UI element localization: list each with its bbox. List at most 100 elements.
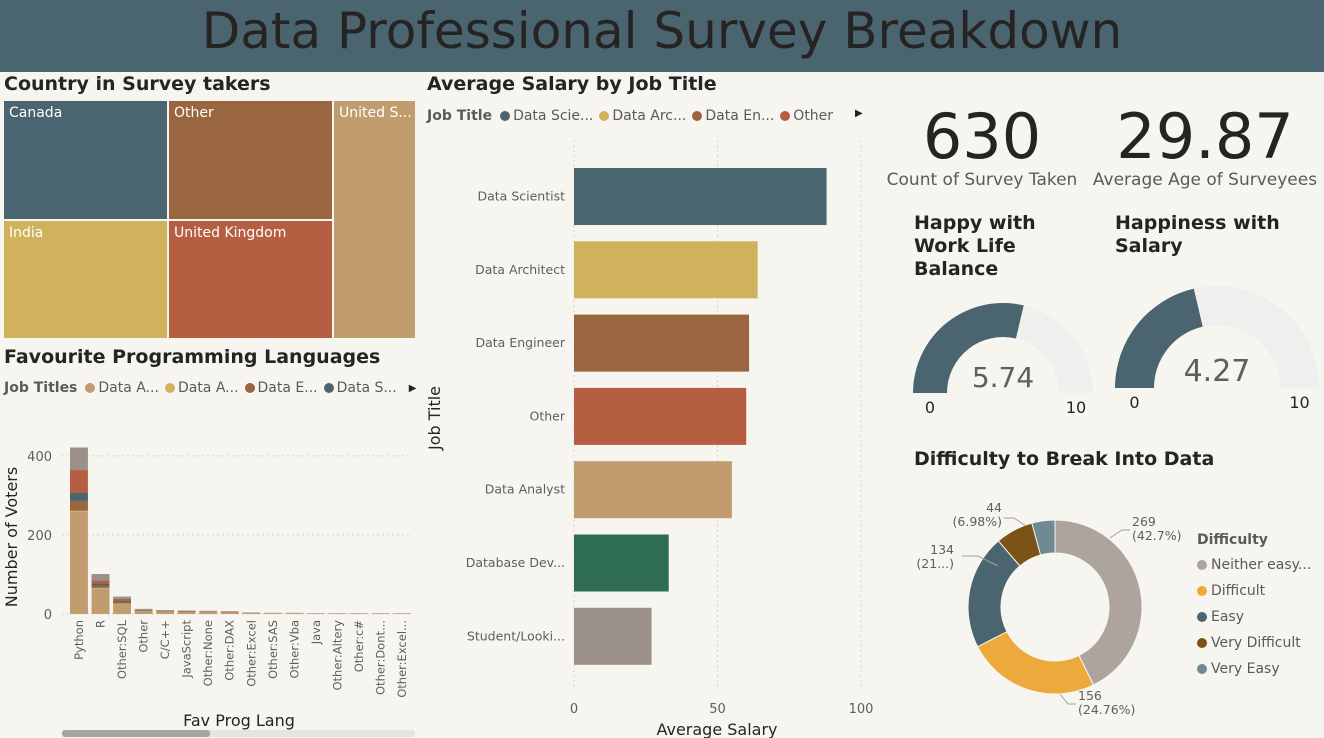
bar[interactable] (574, 387, 747, 445)
salary-gauge[interactable]: 4.27 0 10 (1105, 275, 1324, 420)
bar-segment[interactable] (70, 492, 88, 501)
bar-segment[interactable] (91, 583, 110, 586)
bar-segment[interactable] (113, 596, 132, 599)
legend-item[interactable]: Data S... (323, 380, 397, 396)
bar-segment[interactable] (70, 500, 88, 511)
donut-slice[interactable] (976, 630, 1095, 695)
legend-label: Data En... (705, 108, 775, 124)
y-tick-label: Data Analyst (485, 482, 565, 497)
country-treemap[interactable]: Canada Other United S... India United Ki… (3, 100, 416, 339)
x-axis-title: Fav Prog Lang (183, 711, 295, 730)
bar-segment[interactable] (242, 613, 261, 614)
treemap-cell-other[interactable]: Other (168, 100, 333, 220)
x-tick-label: Other:Dont... (373, 620, 387, 695)
bar-segment[interactable] (134, 608, 153, 610)
legend-title: Job Titles (4, 380, 78, 396)
legend-next-arrow-icon[interactable]: ▶ (855, 108, 863, 119)
y-tick-label: Database Dev... (466, 555, 565, 570)
scrollbar-thumb[interactable] (62, 730, 210, 737)
x-tick-label: Other:Vba (287, 620, 301, 679)
bar-segment[interactable] (113, 604, 132, 614)
x-tick-label: Other:Altery (330, 620, 344, 691)
worklife-gauge[interactable]: 5.74 0 10 (905, 295, 1105, 425)
bar-segment[interactable] (220, 612, 239, 614)
bar-segment[interactable] (156, 611, 175, 614)
y-tick-label: Student/Looki... (467, 628, 565, 643)
bar[interactable] (574, 314, 750, 372)
legend-label: Data S... (336, 380, 397, 396)
bar[interactable] (574, 534, 669, 592)
treemap-cell-united-kingdom[interactable]: United Kingdom (168, 220, 333, 339)
difficulty-donut-chart[interactable]: 269(42.7%) 156(24.76%) 134(21...) 44(6.98%) (900, 490, 1190, 730)
donut-data-label: (24.76%) (1078, 702, 1135, 717)
treemap-cell-canada[interactable]: Canada (3, 100, 168, 220)
legend-item[interactable]: Very Easy (1197, 656, 1311, 682)
y-tick-label: Other (530, 408, 566, 423)
legend-item[interactable]: Data E... (244, 380, 318, 396)
treemap-cell-india[interactable]: India (3, 220, 168, 339)
donut-slice[interactable] (1031, 519, 1056, 556)
legend-item[interactable]: Difficult (1197, 578, 1311, 604)
kpi-age-label: Average Age of Surveyees (1092, 170, 1318, 190)
bar-segment[interactable] (91, 585, 110, 588)
bar-segment[interactable] (113, 602, 132, 604)
bar-segment[interactable] (134, 610, 153, 614)
legend-item[interactable]: Data A... (164, 380, 239, 396)
gauge-fill[interactable] (1115, 288, 1203, 388)
y-tick-label: Data Scientist (478, 189, 566, 204)
x-tick-label: 50 (709, 702, 726, 717)
donut-leader-line (962, 555, 999, 567)
difficulty-title: Difficulty to Break Into Data (914, 448, 1215, 470)
treemap-cell-united-states[interactable]: United S... (333, 100, 416, 339)
salary-title: Average Salary by Job Title (427, 73, 717, 95)
x-tick-label: R (94, 620, 108, 628)
bar[interactable] (574, 241, 758, 299)
bar-segment[interactable] (199, 612, 218, 614)
gauge-track (1193, 286, 1319, 388)
bar-segment[interactable] (285, 613, 304, 614)
bar-segment[interactable] (113, 600, 132, 603)
x-tick-label: Other:None (201, 620, 215, 686)
legend-dot (1197, 664, 1207, 674)
salary-chart[interactable]: 0 50 100 Data Scientist Data Architect Data E… (420, 130, 890, 738)
y-axis-title: Job Title (425, 386, 444, 451)
bar-segment[interactable] (70, 510, 88, 512)
bar-segment[interactable] (70, 447, 88, 471)
bar-segment[interactable] (91, 580, 110, 584)
bar-segment[interactable] (91, 588, 110, 614)
legend-item[interactable]: Data Scie... (500, 108, 593, 124)
legend-dot (1197, 638, 1207, 648)
bar-segment[interactable] (177, 612, 196, 614)
gauge-fill[interactable] (913, 303, 1024, 393)
legend-next-arrow-icon[interactable]: ▶ (408, 382, 417, 394)
legend-dot (1197, 586, 1207, 596)
legend-item[interactable]: Other (780, 108, 833, 124)
legend-item[interactable]: Neither easy... (1197, 552, 1311, 578)
legend-item[interactable]: Data Arc... (599, 108, 686, 124)
bar[interactable] (574, 461, 732, 519)
gauge-title-worklife: Happy with Work Life Balance (914, 212, 1036, 280)
legend-label: Very Difficult (1211, 635, 1301, 651)
kpi-count-label: Count of Survey Taken (886, 170, 1078, 190)
bar[interactable] (574, 168, 827, 225)
favourite-languages-chart[interactable]: 0 200 400 Python R Other:SQL Other C/C++ JavaScr… (0, 400, 420, 738)
legend-dot (1197, 612, 1207, 622)
bar-segment[interactable] (70, 470, 88, 493)
legend-item[interactable]: Very Difficult (1197, 630, 1311, 656)
bar-segment[interactable] (70, 511, 88, 614)
bar-segment[interactable] (91, 574, 110, 581)
legend-item[interactable]: Easy (1197, 604, 1311, 630)
gauge-min: 0 (1129, 393, 1139, 412)
legend-dot (599, 111, 610, 121)
legend-title: Difficulty (1197, 532, 1268, 548)
legend-item[interactable]: Data En... (692, 108, 774, 124)
bar-segment[interactable] (113, 598, 132, 601)
legend-item[interactable]: Data A... (85, 380, 159, 396)
bar-segment[interactable] (263, 613, 282, 614)
donut-slice[interactable] (1054, 519, 1143, 686)
x-tick-label: C/C++ (158, 620, 172, 659)
gauge-min: 0 (925, 398, 935, 417)
bar[interactable] (574, 607, 652, 665)
x-tick-label: 0 (570, 702, 578, 717)
treemap-cell-label: Canada (9, 105, 63, 121)
